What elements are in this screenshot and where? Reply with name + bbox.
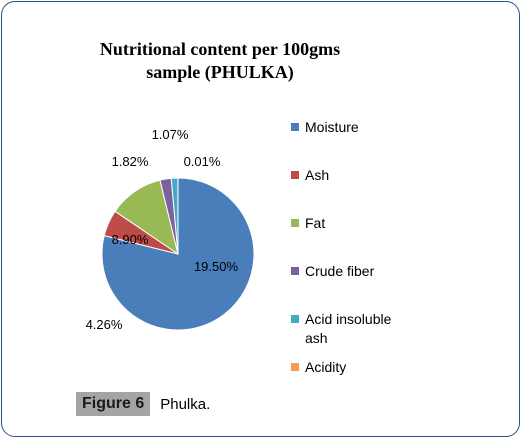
legend-item-crude-fiber: Crude fiber — [291, 262, 415, 281]
legend-label-acid-insoluble-ash: Acid insoluble ash — [305, 311, 392, 346]
figure-caption-text: Phulka. — [160, 395, 211, 413]
figure-caption: Figure 6 Phulka. — [76, 392, 210, 416]
legend-swatch-moisture — [291, 123, 299, 131]
chart-title: Nutritional content per 100gms sample (P… — [80, 38, 360, 84]
legend-swatch-crude-fiber — [291, 267, 299, 275]
chart-title-line-2: sample (PHULKA) — [146, 62, 294, 82]
legend-item-acid-insoluble-ash: Acid insoluble ash — [291, 310, 415, 348]
legend-label-crude-fiber: Crude fiber — [305, 263, 375, 279]
legend-label-fat: Fat — [305, 215, 326, 231]
pie-labels: 4.26% 8.90% 1.82%1.07% 0.01% 19.50% — [86, 127, 239, 332]
legend-swatch-ash — [291, 171, 299, 179]
legend-item-fat: Fat — [291, 214, 415, 233]
pie-label-acidity: 0.01% — [184, 154, 221, 169]
pie-slices — [101, 177, 255, 331]
figure-frame — [1, 1, 520, 437]
legend-label-moisture: Moisture — [305, 119, 359, 135]
legend-swatch-acidity — [291, 363, 299, 371]
legend-item-ash: Ash — [291, 166, 415, 185]
chart-title-line-1: Nutritional content per 100gms — [99, 39, 341, 59]
legend-swatch-acid-insoluble-ash — [291, 315, 299, 323]
legend-item-moisture: Moisture — [291, 118, 415, 137]
pie-label-acid-insoluble-ash: 1.07% — [152, 127, 189, 142]
pie-label-fat: 8.90% — [112, 232, 149, 247]
legend-label-acidity: Acidity — [305, 359, 347, 375]
legend-swatch-fat — [291, 219, 299, 227]
pie-label-crude-fiber: 1.82% — [112, 154, 149, 169]
pie-label-extra-0: 19.50% — [194, 259, 239, 274]
legend-label-ash: Ash — [305, 167, 330, 183]
figure-label: Figure 6 — [76, 392, 151, 416]
legend-item-acidity: Acidity — [291, 358, 415, 377]
pie-label-ash: 4.26% — [86, 317, 123, 332]
